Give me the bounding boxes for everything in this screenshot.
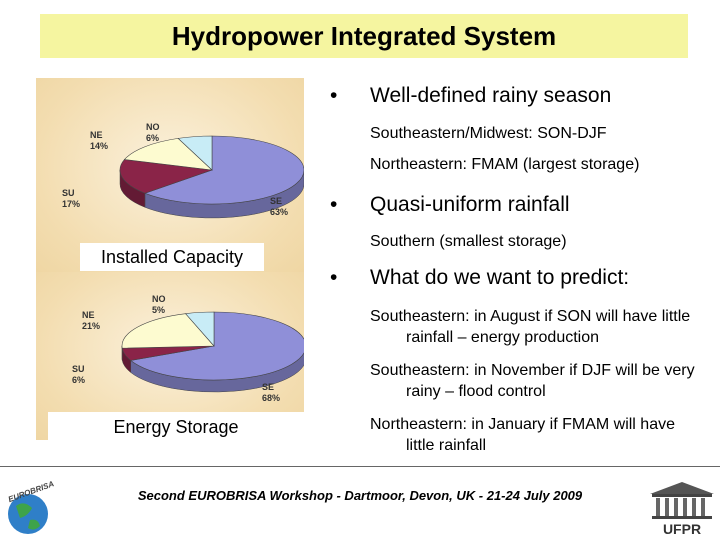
bullet-dot: • (330, 193, 338, 216)
pie-label-name-se: SE (270, 196, 282, 206)
pie-label-name-ne: NE (90, 130, 103, 140)
bullet-text: What do we want to predict: (370, 266, 630, 289)
pie-label-name-no: NO (146, 122, 160, 132)
subitem-southeastern-midwest: Southeastern/Midwest: SON-DJF (370, 125, 607, 142)
ufpr-logo-text: UFPR (663, 521, 701, 536)
installed-capacity-panel: SE 63% SU 17% NE 14% NO 6% (36, 78, 304, 274)
pie-slice-ne (121, 313, 215, 349)
subitem-january: Northeastern: in January if FMAM will ha… (370, 416, 675, 454)
pie-label-value-su: 17% (62, 199, 80, 209)
pie-label-value-ne: 14% (90, 141, 108, 151)
pie-label-name-se: SE (262, 382, 274, 392)
footer-divider (0, 466, 720, 467)
installed-capacity-caption: Installed Capacity (80, 243, 264, 271)
bullet-dot: • (330, 266, 338, 289)
subitem-southern: Southern (smallest storage) (370, 233, 567, 250)
pie-label-value-se: 63% (270, 207, 288, 217)
pie-slice-se (130, 311, 304, 381)
pie-slice-su (119, 159, 213, 194)
subitem-august: Southeastern: in August if SON will have… (370, 308, 691, 346)
pie-slice-no (184, 311, 215, 347)
bullet-text: Well-defined rainy season (370, 84, 612, 107)
pie-slice-ne (123, 138, 213, 171)
slide-title-box: Hydropower Integrated System (40, 14, 688, 58)
slide-title: Hydropower Integrated System (171, 20, 557, 51)
subitem-northeastern: Northeastern: FMAM (largest storage) (370, 156, 640, 173)
eurobrisa-logo: EUROBRISA (7, 480, 55, 534)
pie-label-name-su: SU (72, 364, 85, 374)
bullet-dot: • (330, 84, 338, 107)
footer-text: Second EUROBRISA Workshop - Dartmoor, De… (137, 488, 583, 503)
ufpr-logo: UFPR (650, 482, 714, 536)
bullet-text: Quasi-uniform rainfall (370, 193, 570, 216)
pie-slice-no (177, 135, 213, 171)
pie-label-value-no: 5% (152, 305, 165, 315)
pie-label-name-ne: NE (82, 310, 95, 320)
pie-label-name-su: SU (62, 188, 75, 198)
pie-label-value-ne: 21% (82, 321, 100, 331)
pie-label-value-su: 6% (72, 375, 85, 385)
pie-slice-se (144, 135, 304, 205)
pie-label-name-no: NO (152, 294, 166, 304)
energy-storage-caption: Energy Storage (48, 412, 304, 442)
pie-label-value-se: 68% (262, 393, 280, 403)
pie-label-value-no: 6% (146, 133, 159, 143)
subitem-november: Southeastern: in November if DJF will be… (370, 362, 695, 400)
